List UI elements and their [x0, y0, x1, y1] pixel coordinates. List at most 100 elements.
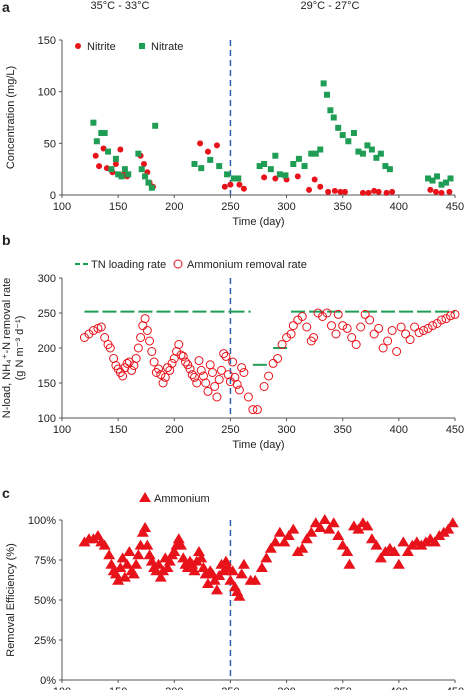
data-point	[434, 173, 441, 180]
data-point	[264, 542, 277, 553]
y-tick-label: 100	[38, 87, 56, 99]
data-point	[187, 370, 197, 380]
data-point	[286, 329, 296, 339]
data-point	[288, 321, 298, 331]
legend-marker	[173, 259, 183, 269]
data-point	[132, 549, 145, 560]
data-point	[294, 173, 301, 180]
data-point	[425, 175, 432, 182]
x-axis-label: Time (day)	[232, 216, 284, 228]
data-point	[273, 526, 286, 537]
x-tick-label: 150	[109, 201, 127, 213]
data-point	[161, 562, 174, 572]
data-point	[432, 188, 439, 195]
data-point	[383, 189, 390, 196]
data-point	[287, 523, 300, 534]
data-point	[278, 536, 291, 547]
data-point	[147, 347, 157, 356]
data-point	[196, 365, 206, 375]
data-point	[450, 309, 460, 319]
data-point	[185, 364, 195, 374]
data-point	[127, 365, 137, 375]
data-point	[130, 558, 143, 569]
data-point	[121, 558, 134, 569]
data-point	[142, 326, 152, 335]
data-point	[377, 150, 384, 157]
data-point	[446, 311, 456, 321]
data-point	[197, 562, 210, 572]
x-tick-label: 400	[390, 201, 408, 213]
y-tick-label: 150	[38, 35, 56, 47]
data-point	[314, 522, 327, 532]
data-point	[174, 340, 184, 349]
data-point	[311, 176, 318, 183]
data-point	[428, 321, 438, 331]
data-point	[234, 385, 244, 395]
x-tick-label: 150	[109, 686, 127, 690]
x-tick-label: 250	[221, 686, 239, 690]
data-point	[370, 539, 383, 550]
data-point	[116, 552, 129, 563]
data-point	[183, 360, 193, 370]
data-point	[368, 146, 375, 153]
data-point	[198, 165, 205, 172]
data-point	[118, 371, 128, 381]
data-point	[235, 568, 248, 579]
data-point	[427, 186, 434, 193]
data-point	[248, 405, 258, 415]
y-tick-label: 0	[50, 190, 56, 202]
data-point	[369, 329, 379, 339]
data-point	[188, 565, 201, 576]
data-point	[382, 163, 389, 170]
data-point	[93, 138, 100, 145]
header-right: 29°C - 27°C	[301, 0, 360, 12]
data-point	[312, 150, 319, 157]
data-point	[371, 187, 378, 194]
data-point	[397, 536, 410, 547]
data-point	[135, 150, 142, 157]
data-point	[305, 526, 318, 537]
data-point	[326, 321, 336, 331]
data-point	[365, 315, 375, 325]
data-point	[105, 343, 115, 353]
data-point	[356, 322, 366, 332]
data-point	[375, 188, 382, 195]
data-point	[295, 155, 302, 162]
data-point	[140, 314, 150, 324]
data-point	[387, 326, 397, 335]
data-point	[145, 336, 155, 346]
data-point	[317, 146, 324, 153]
data-point	[302, 322, 312, 332]
x-tick-label: 450	[446, 686, 464, 690]
data-point	[443, 179, 450, 186]
data-point	[331, 329, 341, 339]
data-point	[272, 152, 279, 159]
data-point	[195, 552, 208, 563]
data-point	[414, 328, 424, 338]
data-point	[282, 530, 295, 540]
x-tick-label: 450	[446, 424, 464, 436]
data-point	[447, 175, 454, 182]
data-point	[401, 329, 411, 339]
data-point	[337, 188, 344, 195]
data-point	[149, 357, 159, 367]
data-point	[341, 188, 348, 195]
data-point	[122, 358, 132, 368]
data-point	[383, 336, 393, 346]
data-point	[167, 358, 177, 368]
data-point	[309, 333, 319, 342]
panel-c: c 100 150 200 250 300 350 400 450 0% 25% 50% 75% 100%…	[2, 485, 464, 690]
data-point	[112, 155, 119, 162]
data-point	[308, 150, 315, 157]
x-tick-label: 150	[109, 424, 127, 436]
data-point	[121, 166, 128, 173]
data-point	[332, 530, 345, 540]
data-point	[306, 186, 313, 193]
y-axis-label: N-load, NH₄⁺-N removal rate	[1, 278, 13, 419]
data-point	[118, 571, 131, 582]
data-point	[114, 562, 127, 572]
data-point	[365, 533, 378, 544]
y-tick-label: 100	[38, 413, 56, 425]
data-point	[336, 539, 349, 550]
data-point	[252, 405, 262, 415]
